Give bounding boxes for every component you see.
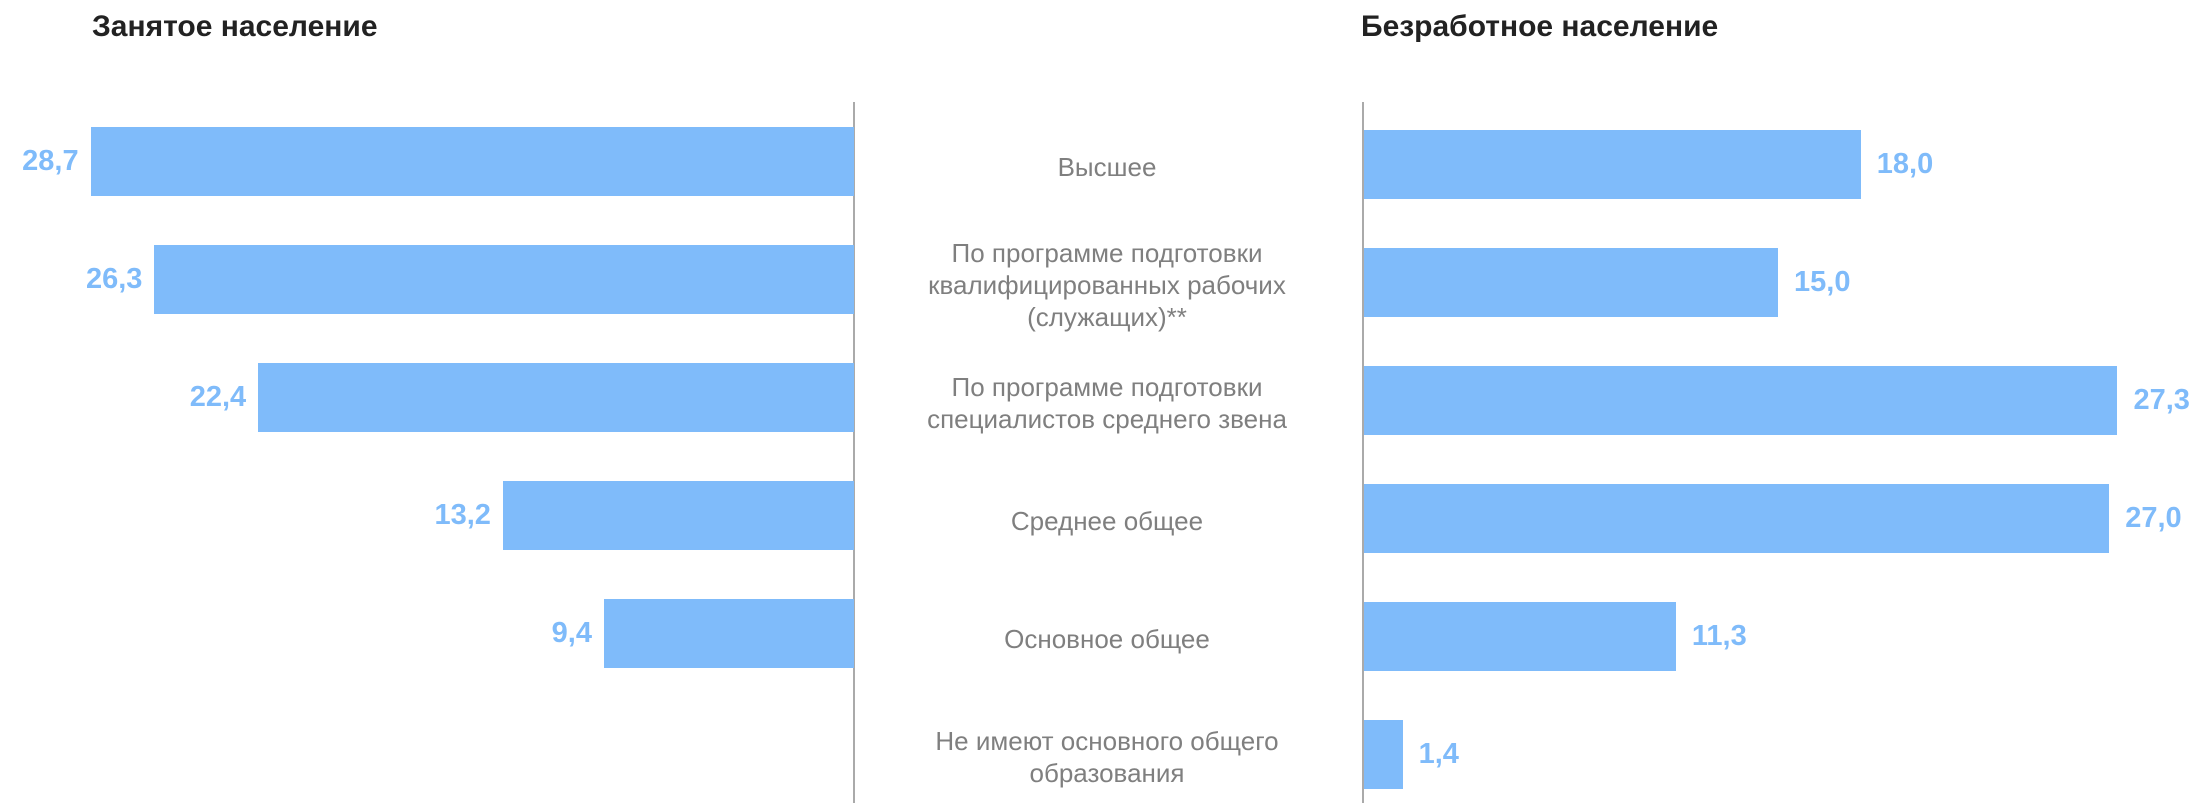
value-label: 11,3 (1691, 620, 1747, 652)
bar (1364, 601, 1676, 671)
bar (603, 598, 854, 668)
bar (1364, 247, 1778, 317)
chart-title: Безработное население (1361, 10, 1719, 43)
bar (1364, 719, 1403, 789)
value-label: 27,3 (2133, 384, 2190, 416)
value-label: 18,0 (1876, 148, 1934, 180)
bar (258, 362, 854, 432)
category-label: Высшее (1057, 152, 1157, 182)
value-label: 13,2 (434, 499, 491, 531)
chart-title: Занятое население (92, 10, 378, 43)
value-label: 27,0 (2125, 502, 2182, 534)
bar (90, 126, 854, 196)
category-label: По программе подготовки специалистов сре… (927, 372, 1287, 434)
bar (1364, 129, 1861, 199)
bar (1364, 483, 2110, 553)
axis-line (853, 102, 855, 803)
value-label: 22,4 (189, 381, 247, 413)
bar (1364, 365, 2118, 435)
axis-line (1362, 102, 1364, 803)
value-label: 28,7 (22, 145, 79, 177)
value-label: 1,4 (1418, 738, 1459, 770)
category-label: Не имеют основного общего образования (935, 726, 1279, 788)
bar (154, 244, 854, 314)
category-label: Основное общее (1004, 624, 1210, 654)
category-label: По программе подготовки квалифицированны… (928, 238, 1286, 332)
category-label: Среднее общее (1010, 506, 1204, 536)
bar (502, 480, 854, 550)
value-label: 15,0 (1794, 266, 1851, 298)
value-label: 9,4 (551, 617, 592, 649)
value-label: 26,3 (85, 263, 143, 295)
